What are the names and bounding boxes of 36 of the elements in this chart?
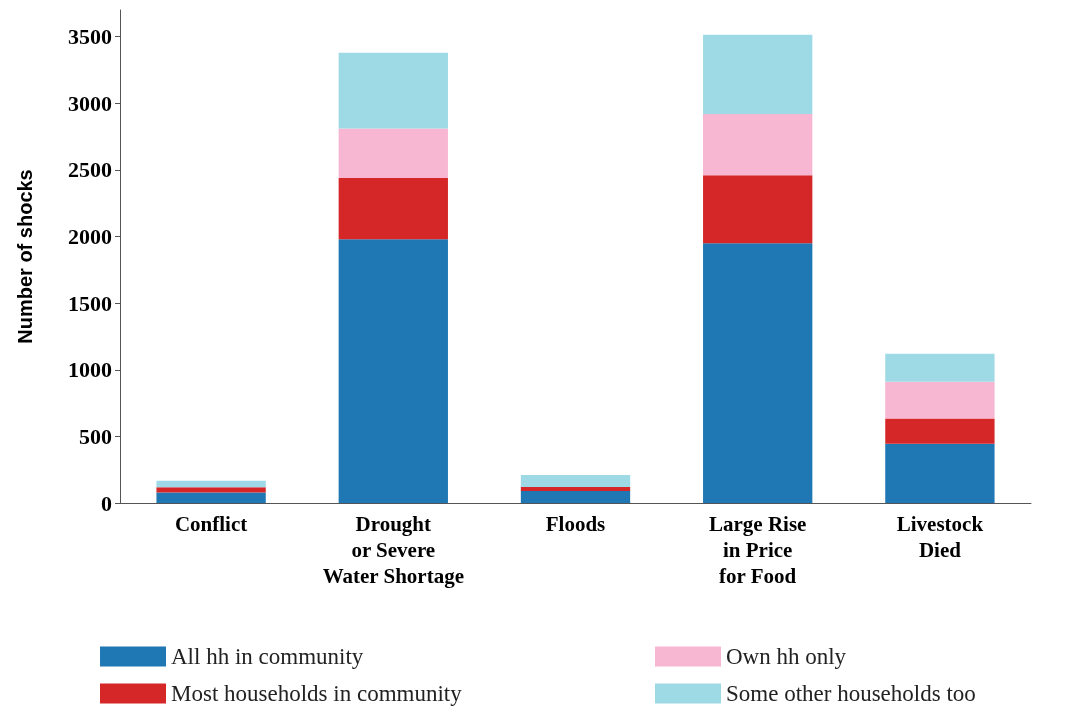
y-tick-label: 500 [79,423,112,449]
y-tick-label: 3000 [68,90,112,116]
y-tick-label: 0 [101,490,112,516]
x-tick-label: Drought or Severe Water Shortage [322,512,464,588]
x-tick-label: Large Rise in Price for Food [709,512,807,588]
bar [338,52,448,129]
legend-label: Some other households too [726,681,976,706]
bar [156,492,266,503]
bar [520,475,631,488]
y-axis-title: Number of shocks [14,169,36,344]
bar [520,487,631,492]
bar [156,480,266,488]
x-tick-label: Livestock Died [896,512,984,562]
bar [338,177,448,240]
bar [703,175,813,244]
y-tick-label: 1000 [68,357,112,383]
y-tick-label: 2500 [68,157,112,183]
bar [703,243,813,503]
legend-label: Own hh only [726,644,847,669]
y-tick-label: 2000 [68,224,112,250]
x-tick-label: Floods [545,512,606,536]
legend-label: All hh in community [171,644,364,669]
bar [885,443,995,503]
bar [338,239,448,503]
bar [520,491,631,503]
bar [885,381,995,419]
y-tick-label: 1500 [68,290,112,316]
bar [156,487,266,493]
bar [885,353,995,382]
bar [703,113,813,176]
legend-label: Most households in community [171,681,463,706]
bar [885,418,995,444]
bar [703,34,813,114]
x-tick-label: Conflict [174,512,248,536]
y-tick-label: 3500 [68,24,112,50]
bar [338,128,448,178]
